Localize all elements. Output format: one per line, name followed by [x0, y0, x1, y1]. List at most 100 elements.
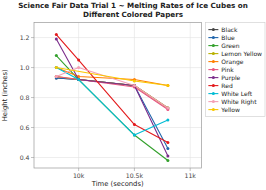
legend-label: White Left — [221, 90, 252, 97]
legend-swatch — [208, 77, 218, 78]
legend-label: Yellow — [220, 106, 240, 113]
legend-marker — [212, 100, 215, 103]
point — [77, 78, 80, 81]
legend-marker — [212, 28, 215, 31]
point — [55, 75, 58, 78]
tick — [31, 127, 34, 128]
legend-marker — [212, 108, 215, 111]
legend-marker — [212, 92, 215, 95]
point — [77, 78, 80, 81]
legend-label: Blue — [221, 34, 235, 41]
point — [55, 38, 58, 41]
line — [56, 68, 168, 86]
point — [166, 119, 169, 122]
grid-line — [190, 23, 191, 168]
tick-label: 0.6 — [20, 124, 30, 131]
point — [166, 84, 169, 87]
plot-area — [34, 23, 201, 168]
legend-marker — [212, 68, 215, 71]
grid-line — [34, 127, 201, 128]
legend-label: Green — [221, 42, 239, 49]
legend-marker — [212, 60, 215, 63]
point — [166, 141, 169, 144]
tick-label: 0.8 — [20, 94, 30, 101]
point — [77, 78, 80, 81]
point — [77, 78, 80, 81]
point — [55, 33, 58, 36]
legend-swatch — [208, 93, 218, 94]
grid-line — [34, 157, 201, 158]
grid-line — [78, 23, 79, 168]
point — [133, 84, 136, 87]
point — [77, 66, 80, 69]
legend-label: Pink — [221, 66, 234, 73]
point — [55, 66, 58, 69]
line — [56, 77, 168, 110]
point — [55, 75, 58, 78]
point — [133, 80, 136, 83]
point — [77, 78, 80, 81]
legend-swatch — [208, 85, 218, 86]
tick-label: 1.2 — [20, 34, 30, 41]
series — [55, 66, 170, 87]
data — [55, 33, 170, 162]
point — [166, 159, 169, 162]
legend-marker — [212, 52, 215, 55]
point — [55, 66, 58, 69]
legend-swatch — [208, 101, 218, 102]
point — [166, 107, 169, 110]
point — [133, 134, 136, 137]
legend-swatch — [208, 53, 218, 54]
line — [56, 68, 168, 135]
series — [55, 66, 170, 109]
tick — [31, 67, 34, 68]
legend-label: Red — [221, 82, 233, 89]
point — [77, 59, 80, 62]
grid-line — [134, 23, 135, 168]
series — [55, 66, 170, 136]
y-axis-label: Height (inches) — [1, 69, 9, 121]
point — [133, 123, 136, 126]
line — [56, 35, 168, 143]
point — [55, 75, 58, 78]
point — [133, 84, 136, 87]
tick-label: 10.5k — [126, 172, 144, 179]
legend-marker — [212, 84, 215, 87]
legend-label: Purple — [221, 74, 240, 82]
point — [55, 66, 58, 69]
point — [166, 147, 169, 150]
line — [56, 77, 168, 108]
legend-swatch — [208, 109, 218, 110]
series — [55, 33, 170, 144]
legend-label: Lemon Yellow — [221, 50, 262, 57]
series — [55, 75, 170, 109]
tick — [31, 97, 34, 98]
grid — [34, 23, 201, 168]
legend-label: White Right — [221, 98, 257, 106]
tick — [31, 157, 34, 158]
legend-swatch — [208, 61, 218, 62]
series — [55, 75, 170, 111]
point — [55, 54, 58, 57]
legend-swatch — [208, 45, 218, 46]
point — [133, 134, 136, 137]
title: Science Fair Data Trial 1 ~ Melting Rate… — [18, 1, 248, 19]
point — [166, 107, 169, 110]
tick-label: 0.4 — [20, 154, 30, 161]
legend-label: Orange — [221, 58, 243, 66]
point — [133, 84, 136, 87]
chart: Science Fair Data Trial 1 ~ Melting Rate… — [0, 0, 266, 190]
point — [77, 78, 80, 81]
point — [77, 78, 80, 81]
line — [56, 56, 168, 161]
point — [133, 84, 136, 87]
frame — [34, 23, 201, 168]
line — [56, 39, 168, 156]
series — [55, 38, 170, 158]
point — [166, 84, 169, 87]
legend-label: Black — [221, 26, 238, 33]
point — [166, 107, 169, 110]
legend-marker — [212, 76, 215, 79]
legend: BlackBlueGreenLemon YellowOrangePinkPurp… — [205, 23, 265, 117]
tick-label: 10k — [73, 172, 85, 179]
